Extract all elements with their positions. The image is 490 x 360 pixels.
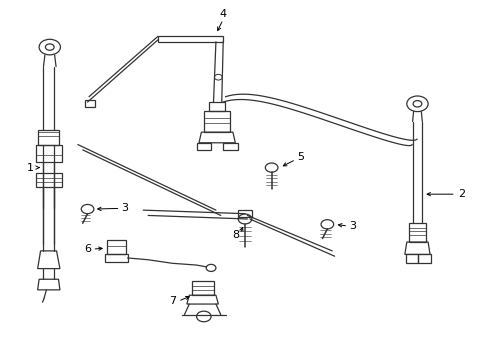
Text: 7: 7 <box>169 296 176 306</box>
Text: 3: 3 <box>122 203 128 213</box>
Text: 1: 1 <box>27 163 34 172</box>
Bar <box>38 130 59 145</box>
Bar <box>36 145 62 162</box>
Text: 5: 5 <box>297 152 304 162</box>
Text: 4: 4 <box>220 9 227 19</box>
Text: 2: 2 <box>458 189 466 199</box>
Text: 3: 3 <box>349 221 356 231</box>
Text: 8: 8 <box>232 230 239 240</box>
Text: 6: 6 <box>84 244 92 254</box>
